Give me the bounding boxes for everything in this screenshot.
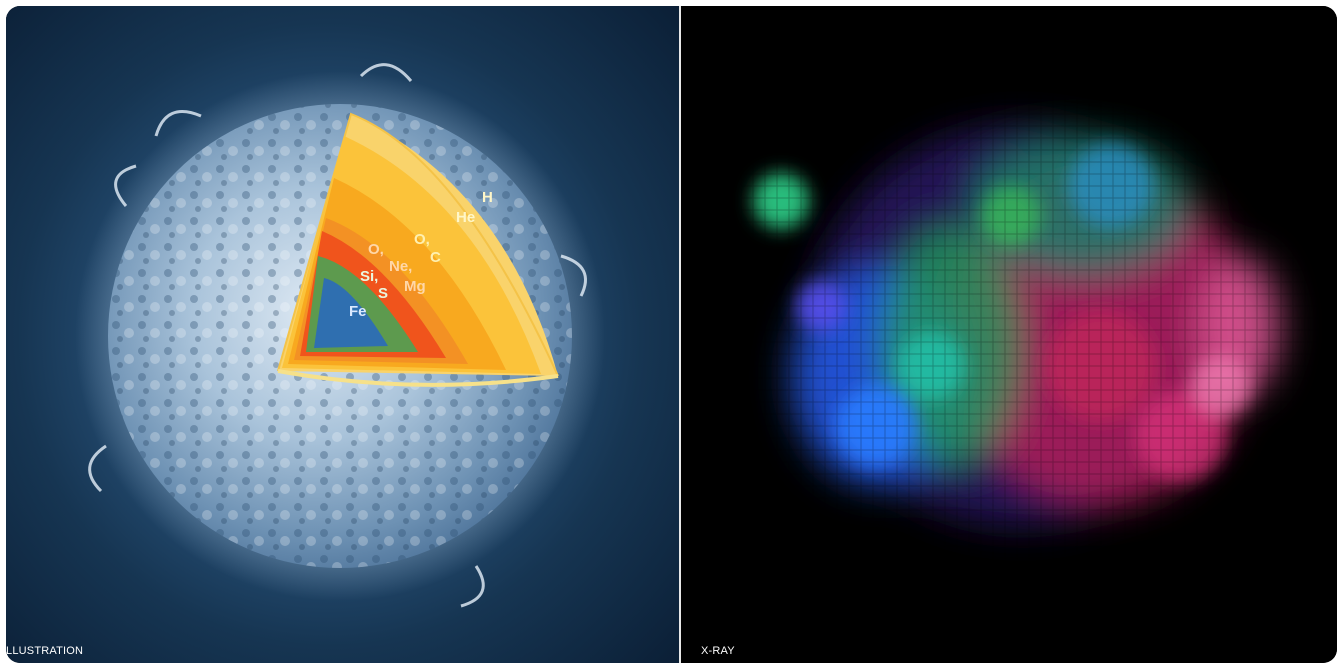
label-o-inner: O,	[368, 241, 384, 258]
label-o: O,	[414, 231, 430, 248]
label-h: H	[482, 189, 493, 206]
label-mg: Mg	[404, 278, 426, 295]
label-si: Si,	[360, 268, 378, 285]
layer-cutaway	[277, 112, 559, 387]
xray-caption: X-RAY	[701, 645, 735, 657]
label-s: S	[378, 285, 388, 302]
star-illustration: H He O, C O, Ne, Mg Si, S Fe	[75, 63, 605, 608]
label-fe: Fe	[349, 303, 367, 320]
illustration-caption: LLUSTRATION	[6, 645, 84, 657]
xray-pixel-grid	[741, 76, 1321, 576]
label-ne: Ne,	[389, 258, 412, 275]
label-he: He	[456, 209, 475, 226]
panel-divider	[679, 6, 681, 663]
illustration-panel: H He O, C O, Ne, Mg Si, S Fe LLUSTRATION	[6, 6, 679, 663]
solar-prominences	[88, 63, 587, 608]
image-frame: H He O, C O, Ne, Mg Si, S Fe LLUSTRATION	[6, 6, 1337, 663]
label-c: C	[430, 249, 441, 266]
xray-panel: X-RAY	[681, 6, 1337, 663]
xray-nebula	[741, 76, 1321, 576]
iron-core	[314, 278, 388, 348]
